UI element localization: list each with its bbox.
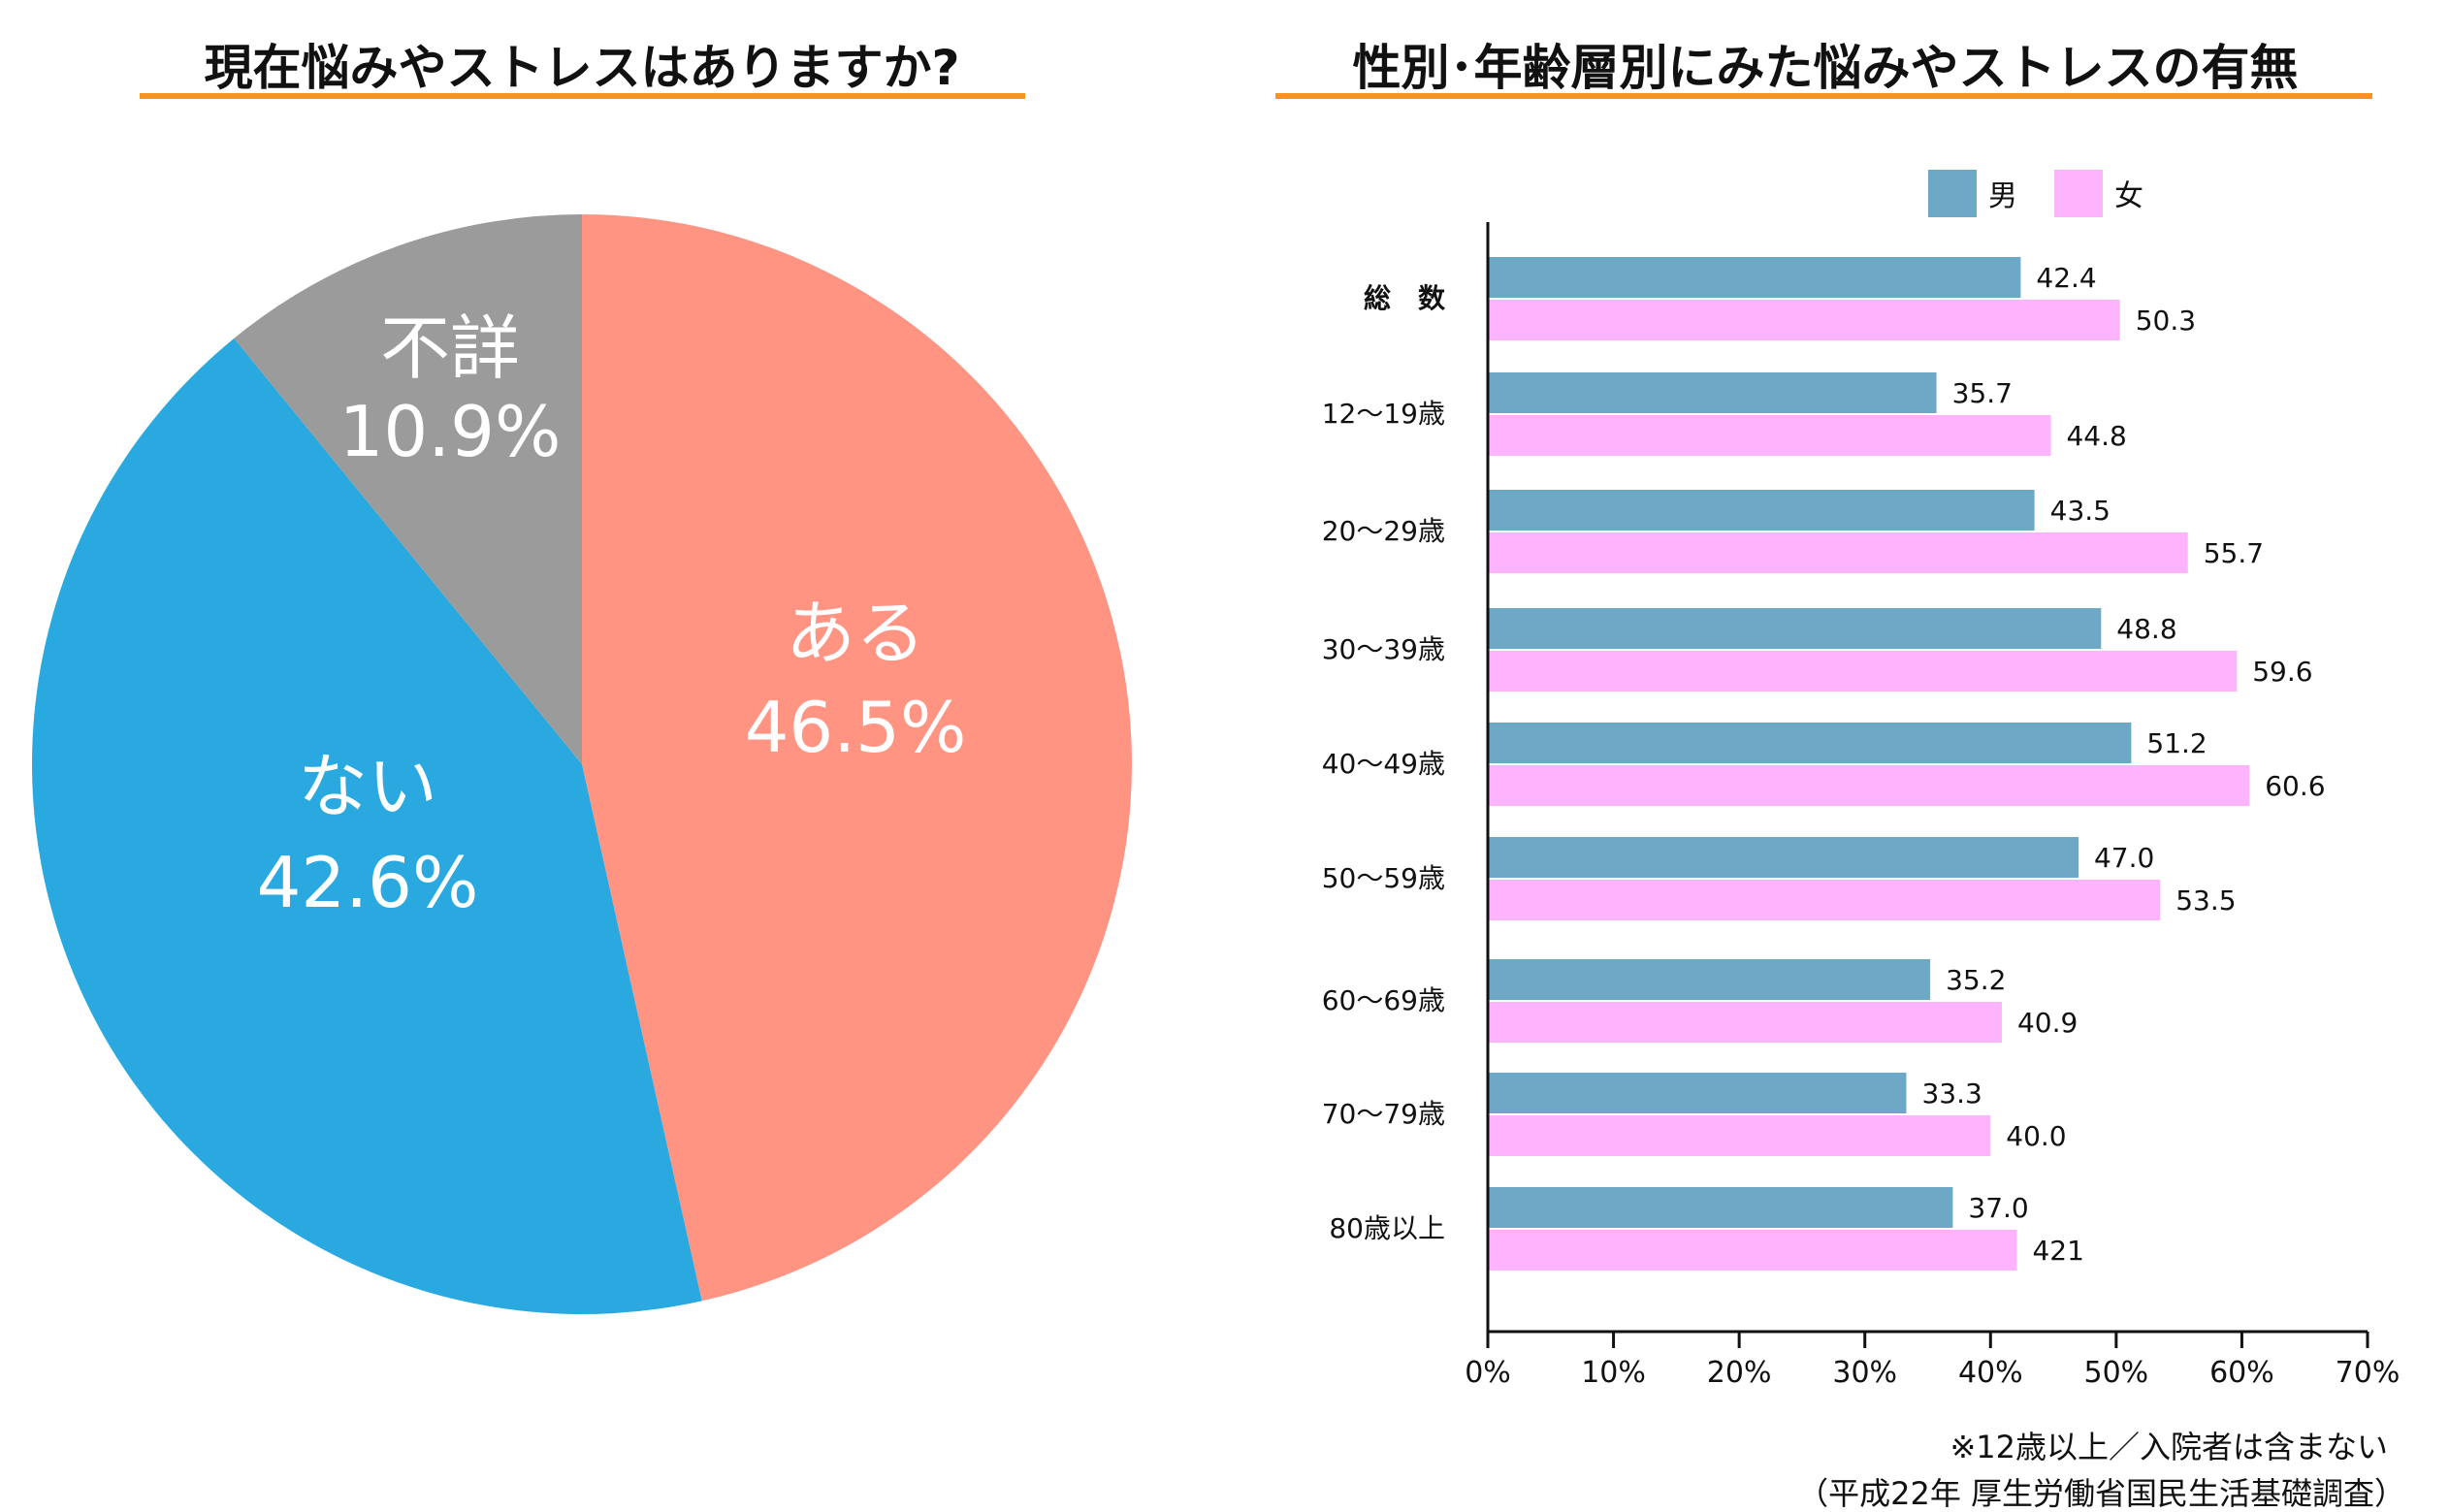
slice-label: ない xyxy=(298,746,437,827)
value-label: 40.9 xyxy=(2017,1007,2078,1039)
bar-female xyxy=(1488,532,2188,573)
category-label: 総 数 xyxy=(1364,282,1446,314)
footnote-2: （平成22年 厚生労働省国民生活基礎調査） xyxy=(1797,1475,2405,1512)
bar-male xyxy=(1488,723,2132,763)
category-label: 20〜29歳 xyxy=(1322,515,1445,547)
slice-value: 10.9% xyxy=(339,391,562,472)
value-label: 55.7 xyxy=(2204,537,2264,569)
category-label: 30〜39歳 xyxy=(1322,633,1445,665)
bar-male xyxy=(1488,1187,1953,1228)
category-label: 40〜49歳 xyxy=(1322,748,1445,780)
pie-label-nai: ない 42.6% xyxy=(257,746,479,923)
bar-male xyxy=(1488,490,2035,531)
tick-label: 70% xyxy=(2336,1356,2401,1390)
tick-label: 30% xyxy=(1832,1356,1897,1390)
bar-female xyxy=(1488,300,2120,340)
bar-male xyxy=(1488,1073,1907,1113)
value-label: 37.0 xyxy=(1968,1192,2028,1224)
category-label: 60〜69歳 xyxy=(1322,984,1445,1016)
tick-label: 10% xyxy=(1581,1356,1646,1390)
bar-male xyxy=(1488,959,1931,1000)
pie-slice-1 xyxy=(31,338,702,1315)
pie-slice-2 xyxy=(234,214,583,764)
pie-title: 現在悩みやストレスはありますか? xyxy=(204,40,959,96)
value-label: 44.8 xyxy=(2066,420,2126,452)
tick-label: 20% xyxy=(1707,1356,1772,1390)
tick-label: 0% xyxy=(1465,1356,1511,1390)
legend-label-male: 男 xyxy=(1988,179,2017,213)
value-label: 60.6 xyxy=(2265,770,2325,802)
legend-label-female: 女 xyxy=(2114,179,2143,213)
pie-slice-0 xyxy=(582,214,1133,1302)
value-label: 40.0 xyxy=(2006,1120,2066,1152)
value-label: 59.6 xyxy=(2252,656,2312,688)
value-label: 53.5 xyxy=(2175,885,2236,917)
value-label: 35.7 xyxy=(1952,377,2013,409)
category-label: 12〜19歳 xyxy=(1322,398,1445,430)
category-label: 70〜79歳 xyxy=(1322,1098,1445,1130)
slice-label: 不詳 xyxy=(380,307,520,389)
tick-label: 40% xyxy=(1958,1356,2023,1390)
bar-female xyxy=(1488,880,2161,920)
legend-swatch-male xyxy=(1928,170,1977,217)
category-label: 50〜59歳 xyxy=(1322,862,1445,894)
legend: 男 女 xyxy=(1928,170,2143,217)
bar-female xyxy=(1488,415,2051,456)
bar-male xyxy=(1488,837,2078,878)
bar-male xyxy=(1488,372,1937,413)
bars: 総 数 42.4 50.3 12〜19歳 35.7 44.8 20〜29歳 43.5 55.7 3… xyxy=(1322,257,2326,1271)
pie-label-fusho: 不詳 10.9% xyxy=(339,307,562,472)
bar-male xyxy=(1488,257,2021,298)
value-label: 33.3 xyxy=(1921,1078,1982,1110)
slice-value: 42.6% xyxy=(257,842,479,923)
bar-male xyxy=(1488,608,2102,649)
tick-label: 60% xyxy=(2209,1356,2274,1390)
legend-swatch-female xyxy=(2054,170,2103,217)
value-label: 35.2 xyxy=(1946,964,2006,996)
slice-value: 46.5% xyxy=(745,687,967,768)
bar-female xyxy=(1488,765,2250,806)
bar-female xyxy=(1488,1115,1991,1156)
bar-title: 性別･年齢層別にみた悩みやストレスの有無 xyxy=(1353,40,2299,96)
pie-title-underline xyxy=(140,93,1025,99)
bar-female xyxy=(1488,1002,2002,1043)
bar-female xyxy=(1488,1230,2017,1271)
pie-chart xyxy=(31,214,1133,1315)
category-label: 80歳以上 xyxy=(1329,1212,1445,1244)
value-label: 48.8 xyxy=(2116,613,2176,645)
value-label: 50.3 xyxy=(2136,305,2196,337)
tick-label: 50% xyxy=(2084,1356,2149,1390)
x-ticks: 0% 10% 20% 30% 40% 50% 60% 70% xyxy=(1465,1332,2400,1390)
bar-title-underline xyxy=(1275,93,2372,99)
value-label: 51.2 xyxy=(2146,727,2207,759)
footnote-1: ※12歳以上／入院者は含まない xyxy=(1950,1429,2388,1465)
value-label: 47.0 xyxy=(2094,842,2154,874)
value-label: 42.4 xyxy=(2036,262,2096,294)
slice-label: ある xyxy=(786,593,925,674)
pie-label-aru: ある 46.5% xyxy=(745,593,967,768)
value-label: 421 xyxy=(2032,1235,2083,1267)
value-label: 43.5 xyxy=(2050,495,2111,527)
bar-female xyxy=(1488,651,2238,692)
